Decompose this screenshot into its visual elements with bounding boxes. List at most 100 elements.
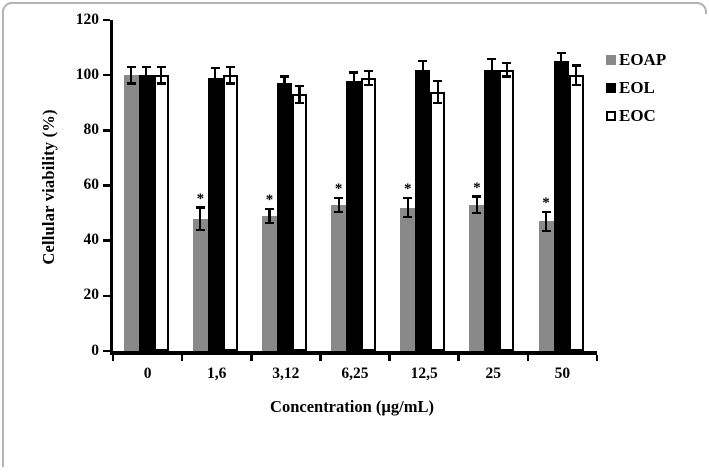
bar-eol-6	[553, 61, 569, 351]
significance-star: *	[473, 179, 481, 196]
bar-eoc-5	[499, 69, 515, 351]
error-bar-cap-top	[364, 69, 374, 73]
error-bar-cap-top	[487, 57, 497, 60]
y-axis-title: Cellular viability (%)	[39, 109, 58, 265]
error-bar-cap-top	[556, 52, 566, 55]
error-bar	[145, 66, 148, 84]
error-bar	[574, 65, 578, 85]
error-bar	[130, 66, 133, 84]
error-bar-cap-top	[403, 196, 413, 200]
bar-eoap-3	[331, 204, 347, 351]
error-bar-cap-bottom	[126, 82, 136, 85]
bar-eoc-2	[291, 94, 307, 351]
y-tick-label: 40	[83, 231, 100, 249]
significance-star: *	[265, 191, 274, 208]
x-tick	[111, 355, 115, 361]
error-bar	[352, 72, 355, 89]
error-bar-cap-bottom	[571, 83, 581, 86]
error-bar-cap-bottom	[225, 82, 235, 85]
bar-eoap-5	[469, 204, 485, 351]
x-axis-title: Concentration (µg/mL)	[270, 397, 434, 416]
error-bar	[490, 58, 493, 81]
figure-border-corner-top-right	[693, 2, 707, 14]
y-tick	[103, 239, 110, 242]
error-bar-cap-top	[279, 75, 289, 78]
error-bar	[199, 207, 202, 230]
error-bar-cap-top	[433, 79, 443, 82]
y-tick-label: 20	[83, 286, 100, 304]
error-bar-cap-bottom	[349, 87, 359, 91]
legend-label-eoap: EOAP	[619, 50, 667, 69]
bar-eol-1	[207, 77, 223, 351]
legend: EOAP EOL EOC	[606, 50, 666, 134]
x-tick-label: 1,6	[207, 365, 227, 382]
bar-eoc-4	[430, 91, 446, 351]
error-bar	[559, 53, 563, 70]
legend-swatch-eoc	[606, 111, 616, 121]
error-bar	[505, 62, 508, 77]
y-tick-label: 0	[91, 341, 99, 359]
legend-item-eoap: EOAP	[606, 50, 666, 70]
x-tick-label: 12,5	[410, 365, 438, 382]
error-bar	[283, 76, 286, 91]
legend-item-eoc: EOC	[606, 106, 666, 126]
error-bar-cap-top	[418, 60, 428, 63]
error-bar-cap-bottom	[210, 86, 220, 89]
error-bar-cap-bottom	[418, 76, 428, 80]
error-bar-cap-bottom	[364, 83, 374, 86]
y-tick	[103, 73, 110, 77]
error-bar-cap-bottom	[502, 75, 512, 78]
figure-border-top	[9, 2, 699, 4]
x-tick	[180, 355, 184, 361]
error-bar-cap-top	[502, 61, 512, 64]
y-tick	[103, 18, 110, 22]
error-bar-cap-top	[571, 64, 581, 67]
x-tick-label: 3,12	[272, 365, 300, 382]
error-bar	[298, 86, 301, 103]
error-bar-cap-bottom	[403, 216, 413, 219]
legend-label-eoc: EOC	[619, 106, 656, 125]
y-tick	[103, 129, 110, 132]
error-bar-cap-bottom	[487, 79, 497, 82]
error-bar	[406, 197, 409, 218]
error-bar	[475, 196, 478, 214]
significance-star: *	[542, 194, 550, 211]
y-tick-label: 60	[83, 176, 100, 193]
legend-swatch-eoap	[606, 55, 616, 65]
error-bar	[337, 197, 340, 212]
error-bar-cap-top	[349, 71, 359, 74]
y-tick-label: 100	[75, 65, 99, 83]
y-tick-label: 80	[83, 120, 100, 138]
bar-eoc-6	[568, 75, 584, 351]
error-bar-cap-top	[294, 85, 304, 88]
y-tick	[103, 184, 110, 187]
error-bar	[436, 80, 439, 103]
error-bar-cap-top	[126, 65, 136, 68]
error-bar	[229, 66, 232, 84]
y-tick	[103, 294, 110, 298]
error-bar	[367, 71, 370, 85]
error-bar-cap-bottom	[156, 82, 166, 85]
legend-swatch-eol	[606, 83, 616, 93]
bar-eoap-0	[123, 75, 139, 351]
figure-border-left	[2, 9, 4, 467]
bar-eoap-4	[400, 207, 416, 351]
x-tick-label: 50	[554, 365, 571, 382]
bar-eoap-6	[538, 221, 554, 351]
x-tick-label: 6,25	[341, 365, 369, 382]
error-bar-cap-bottom	[294, 101, 304, 104]
bar-eoc-1	[222, 75, 238, 351]
bar-eol-0	[138, 75, 154, 351]
error-bar-cap-top	[472, 195, 482, 198]
bar-eoap-1	[192, 218, 208, 351]
y-tick	[103, 349, 110, 353]
error-bar	[214, 68, 217, 88]
x-tick	[457, 355, 460, 361]
error-bar-cap-bottom	[264, 221, 274, 224]
bar-eol-2	[276, 83, 292, 351]
plot-area: 0 20 40 60 80 100 120 0 1,6 3,12 6,25 12,5 25 50 * * * * *…	[76, 11, 599, 382]
error-bar-cap-bottom	[279, 89, 289, 92]
error-bar-cap-bottom	[541, 229, 551, 233]
error-bar-cap-top	[141, 65, 151, 68]
